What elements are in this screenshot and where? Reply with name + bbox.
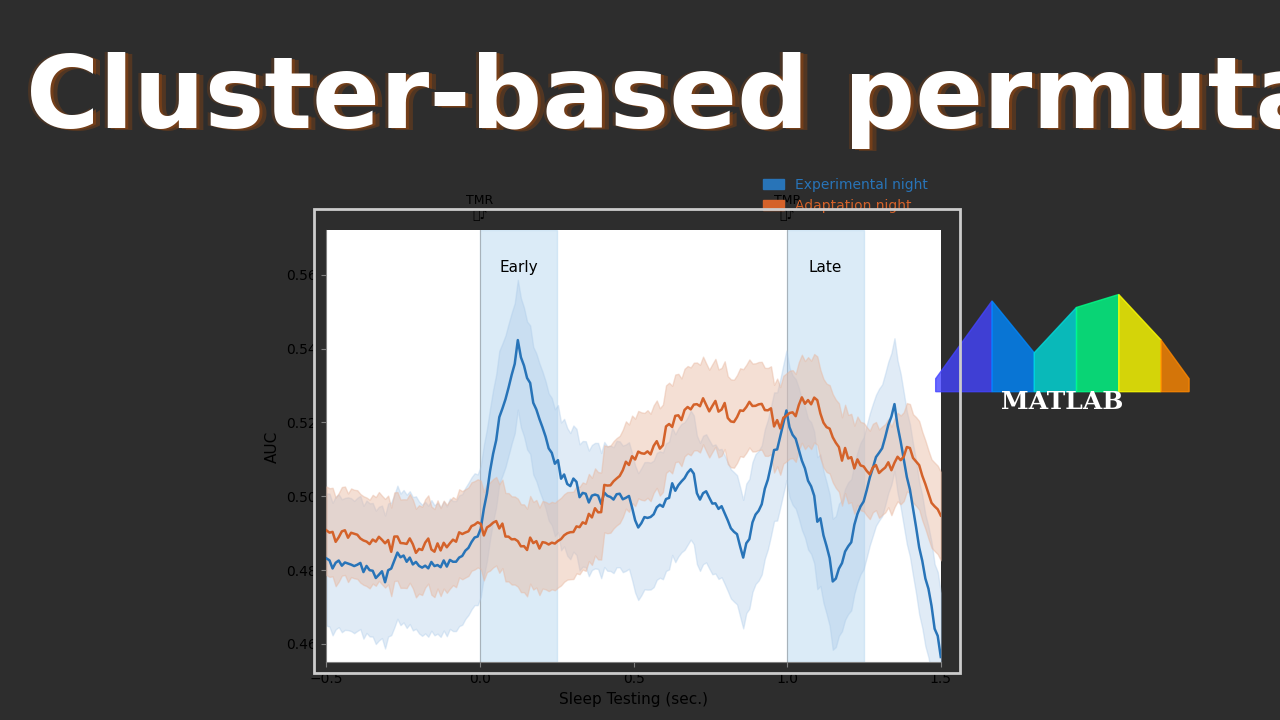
Polygon shape — [1076, 294, 1119, 392]
Text: Cluster-based permutation: Cluster-based permutation — [29, 53, 1280, 150]
Text: TMR
🔊♪: TMR 🔊♪ — [466, 194, 494, 222]
Text: Cluster-based permutation: Cluster-based permutation — [26, 53, 1280, 149]
Text: Cluster-based permutation: Cluster-based permutation — [33, 53, 1280, 150]
Polygon shape — [992, 301, 1034, 392]
Y-axis label: AUC: AUC — [265, 431, 280, 462]
Text: Early: Early — [499, 260, 538, 275]
Polygon shape — [1034, 307, 1076, 392]
Polygon shape — [1161, 340, 1189, 392]
Bar — [787, 230, 864, 662]
Text: TMR
🔊♪: TMR 🔊♪ — [773, 194, 801, 222]
Text: Late: Late — [809, 260, 842, 275]
Polygon shape — [936, 301, 992, 392]
Polygon shape — [1119, 294, 1161, 392]
Text: MATLAB: MATLAB — [1001, 390, 1124, 414]
Legend: Experimental night, Adaptation night: Experimental night, Adaptation night — [758, 173, 934, 219]
X-axis label: Sleep Testing (sec.): Sleep Testing (sec.) — [559, 692, 708, 706]
Bar — [480, 230, 557, 662]
Text: Cluster-based permutation: Cluster-based permutation — [23, 52, 1280, 149]
